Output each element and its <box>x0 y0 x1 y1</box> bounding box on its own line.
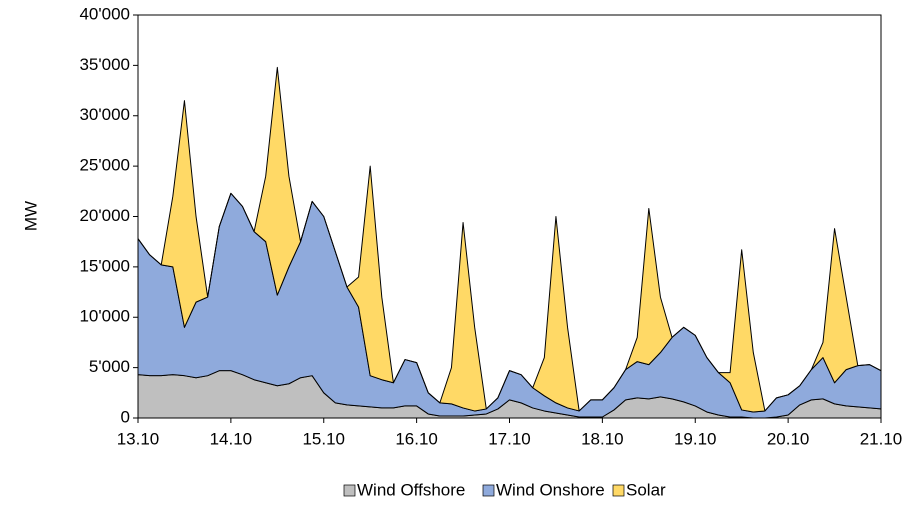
legend-swatch <box>482 484 495 497</box>
y-tick-label: 20'000 <box>79 206 130 225</box>
x-tick-label: 13.10 <box>117 429 160 448</box>
y-tick-label: 30'000 <box>79 105 130 124</box>
y-tick-label: 40'000 <box>79 4 130 23</box>
x-tick-label: 21.10 <box>860 429 903 448</box>
legend-label: Wind Offshore <box>357 480 465 499</box>
legend-swatch <box>612 484 625 497</box>
y-tick-label: 5'000 <box>89 357 130 376</box>
y-tick-label: 0 <box>121 407 130 426</box>
legend-label: Wind Onshore <box>496 480 605 499</box>
legend-swatch <box>343 484 356 497</box>
y-tick-label: 10'000 <box>79 307 130 326</box>
x-tick-label: 18.10 <box>581 429 624 448</box>
x-tick-label: 19.10 <box>674 429 717 448</box>
plot-frame <box>137 14 882 419</box>
x-tick-label: 20.10 <box>767 429 810 448</box>
x-tick-label: 17.10 <box>488 429 531 448</box>
x-tick-label: 16.10 <box>395 429 438 448</box>
x-tick-label: 15.10 <box>302 429 345 448</box>
x-tick-label: 14.10 <box>210 429 253 448</box>
y-tick-label: 15'000 <box>79 256 130 275</box>
y-tick-label: 35'000 <box>79 55 130 74</box>
y-axis-label: MW <box>21 201 40 231</box>
legend-label: Solar <box>626 480 666 499</box>
y-tick-label: 25'000 <box>79 156 130 175</box>
